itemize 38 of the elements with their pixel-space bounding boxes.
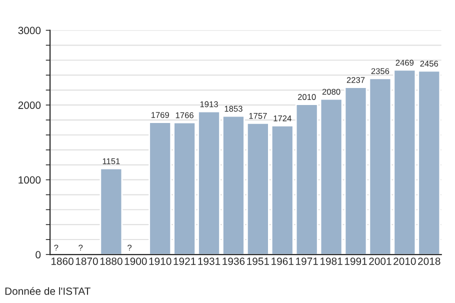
y-tick-label: 3000 xyxy=(18,26,41,34)
x-tick-label: 1931 xyxy=(198,258,220,265)
x-tick-label: 1961 xyxy=(272,258,294,265)
data-label: 2469 xyxy=(396,60,414,66)
text: ? xyxy=(78,244,83,251)
data-label: 2010 xyxy=(298,94,316,100)
data-label: 1724 xyxy=(274,115,292,122)
x-tick-label: 1870 xyxy=(76,258,98,265)
data-label: 2356 xyxy=(371,68,390,74)
bar xyxy=(100,168,123,255)
x-tick-label: 1936 xyxy=(222,258,245,265)
data-label: 2080 xyxy=(322,88,340,95)
y-tick-label: 1000 xyxy=(18,176,41,184)
y-tick-label: 0 xyxy=(36,251,41,258)
x-tick-label: 1981 xyxy=(320,258,342,265)
x-tick-label: 1880 xyxy=(100,258,122,265)
y-tick-label: 2000 xyxy=(18,102,41,109)
data-label: 1853 xyxy=(224,106,242,112)
data-label: 1769 xyxy=(151,112,169,118)
data-label: 2237 xyxy=(346,77,365,83)
data-label: 1766 xyxy=(176,112,194,118)
data-label: 1757 xyxy=(249,113,267,119)
text: ? xyxy=(54,244,58,251)
x-tick-label: 2018 xyxy=(418,258,440,265)
x-tick-label: 1971 xyxy=(296,258,318,265)
data-label: 2456 xyxy=(420,60,438,67)
text: Donnée de l'ISTAT xyxy=(5,287,90,295)
x-tick-label: 1991 xyxy=(344,258,367,265)
text: ? xyxy=(128,244,132,251)
x-tick-label: 1951 xyxy=(247,258,270,265)
x-tick-label: 2001 xyxy=(369,258,392,265)
x-tick-label: 1860 xyxy=(51,258,74,265)
x-tick-label: 2010 xyxy=(394,258,416,265)
data-label: 1913 xyxy=(200,101,218,108)
x-tick-label: 1910 xyxy=(149,258,172,265)
x-tick-label: 1921 xyxy=(174,258,196,265)
data-label: 1151 xyxy=(102,158,120,164)
x-tick-label: 1900 xyxy=(124,258,147,265)
